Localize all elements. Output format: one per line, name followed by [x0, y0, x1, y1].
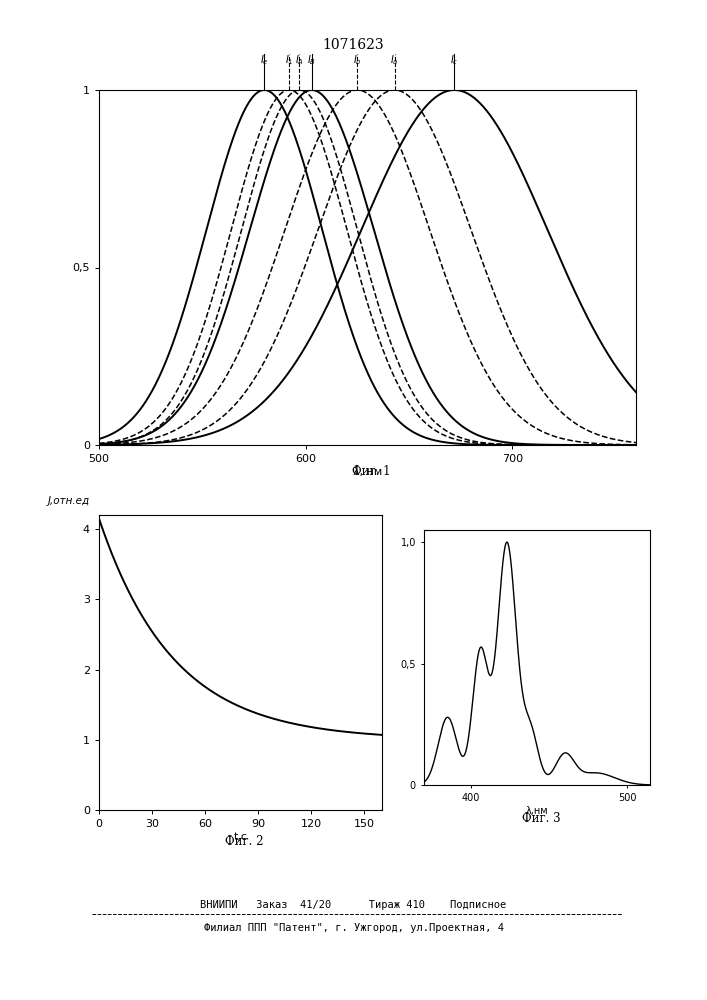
Text: 1071623: 1071623 — [322, 38, 385, 52]
Text: $I_a$: $I_a$ — [390, 53, 399, 67]
Text: ВНИИПИ   Заказ  41/20      Тираж 410    Подписное: ВНИИПИ Заказ 41/20 Тираж 410 Подписное — [200, 900, 507, 910]
Text: $I_B$: $I_B$ — [308, 53, 317, 67]
Text: $I_A$: $I_A$ — [295, 53, 304, 67]
Text: $I_1$: $I_1$ — [285, 53, 293, 67]
Text: $I_b$: $I_b$ — [353, 53, 362, 67]
X-axis label: λ,нм: λ,нм — [526, 806, 549, 816]
Text: Фиг. 1: Фиг. 1 — [352, 465, 390, 478]
Text: Фиг. 3: Фиг. 3 — [522, 812, 560, 825]
Text: $I_e$: $I_e$ — [260, 53, 269, 67]
Text: Фиг. 2: Фиг. 2 — [225, 835, 263, 848]
Text: $I_c$: $I_c$ — [450, 53, 459, 67]
X-axis label: λ, нм: λ, нм — [353, 467, 382, 477]
Text: Филиал ППП "Патент", г. Ужгород, ул.Проектная, 4: Филиал ППП "Патент", г. Ужгород, ул.Прое… — [204, 923, 503, 933]
Text: J,отн.ед: J,отн.ед — [48, 496, 90, 506]
X-axis label: t,c: t,c — [233, 832, 247, 842]
